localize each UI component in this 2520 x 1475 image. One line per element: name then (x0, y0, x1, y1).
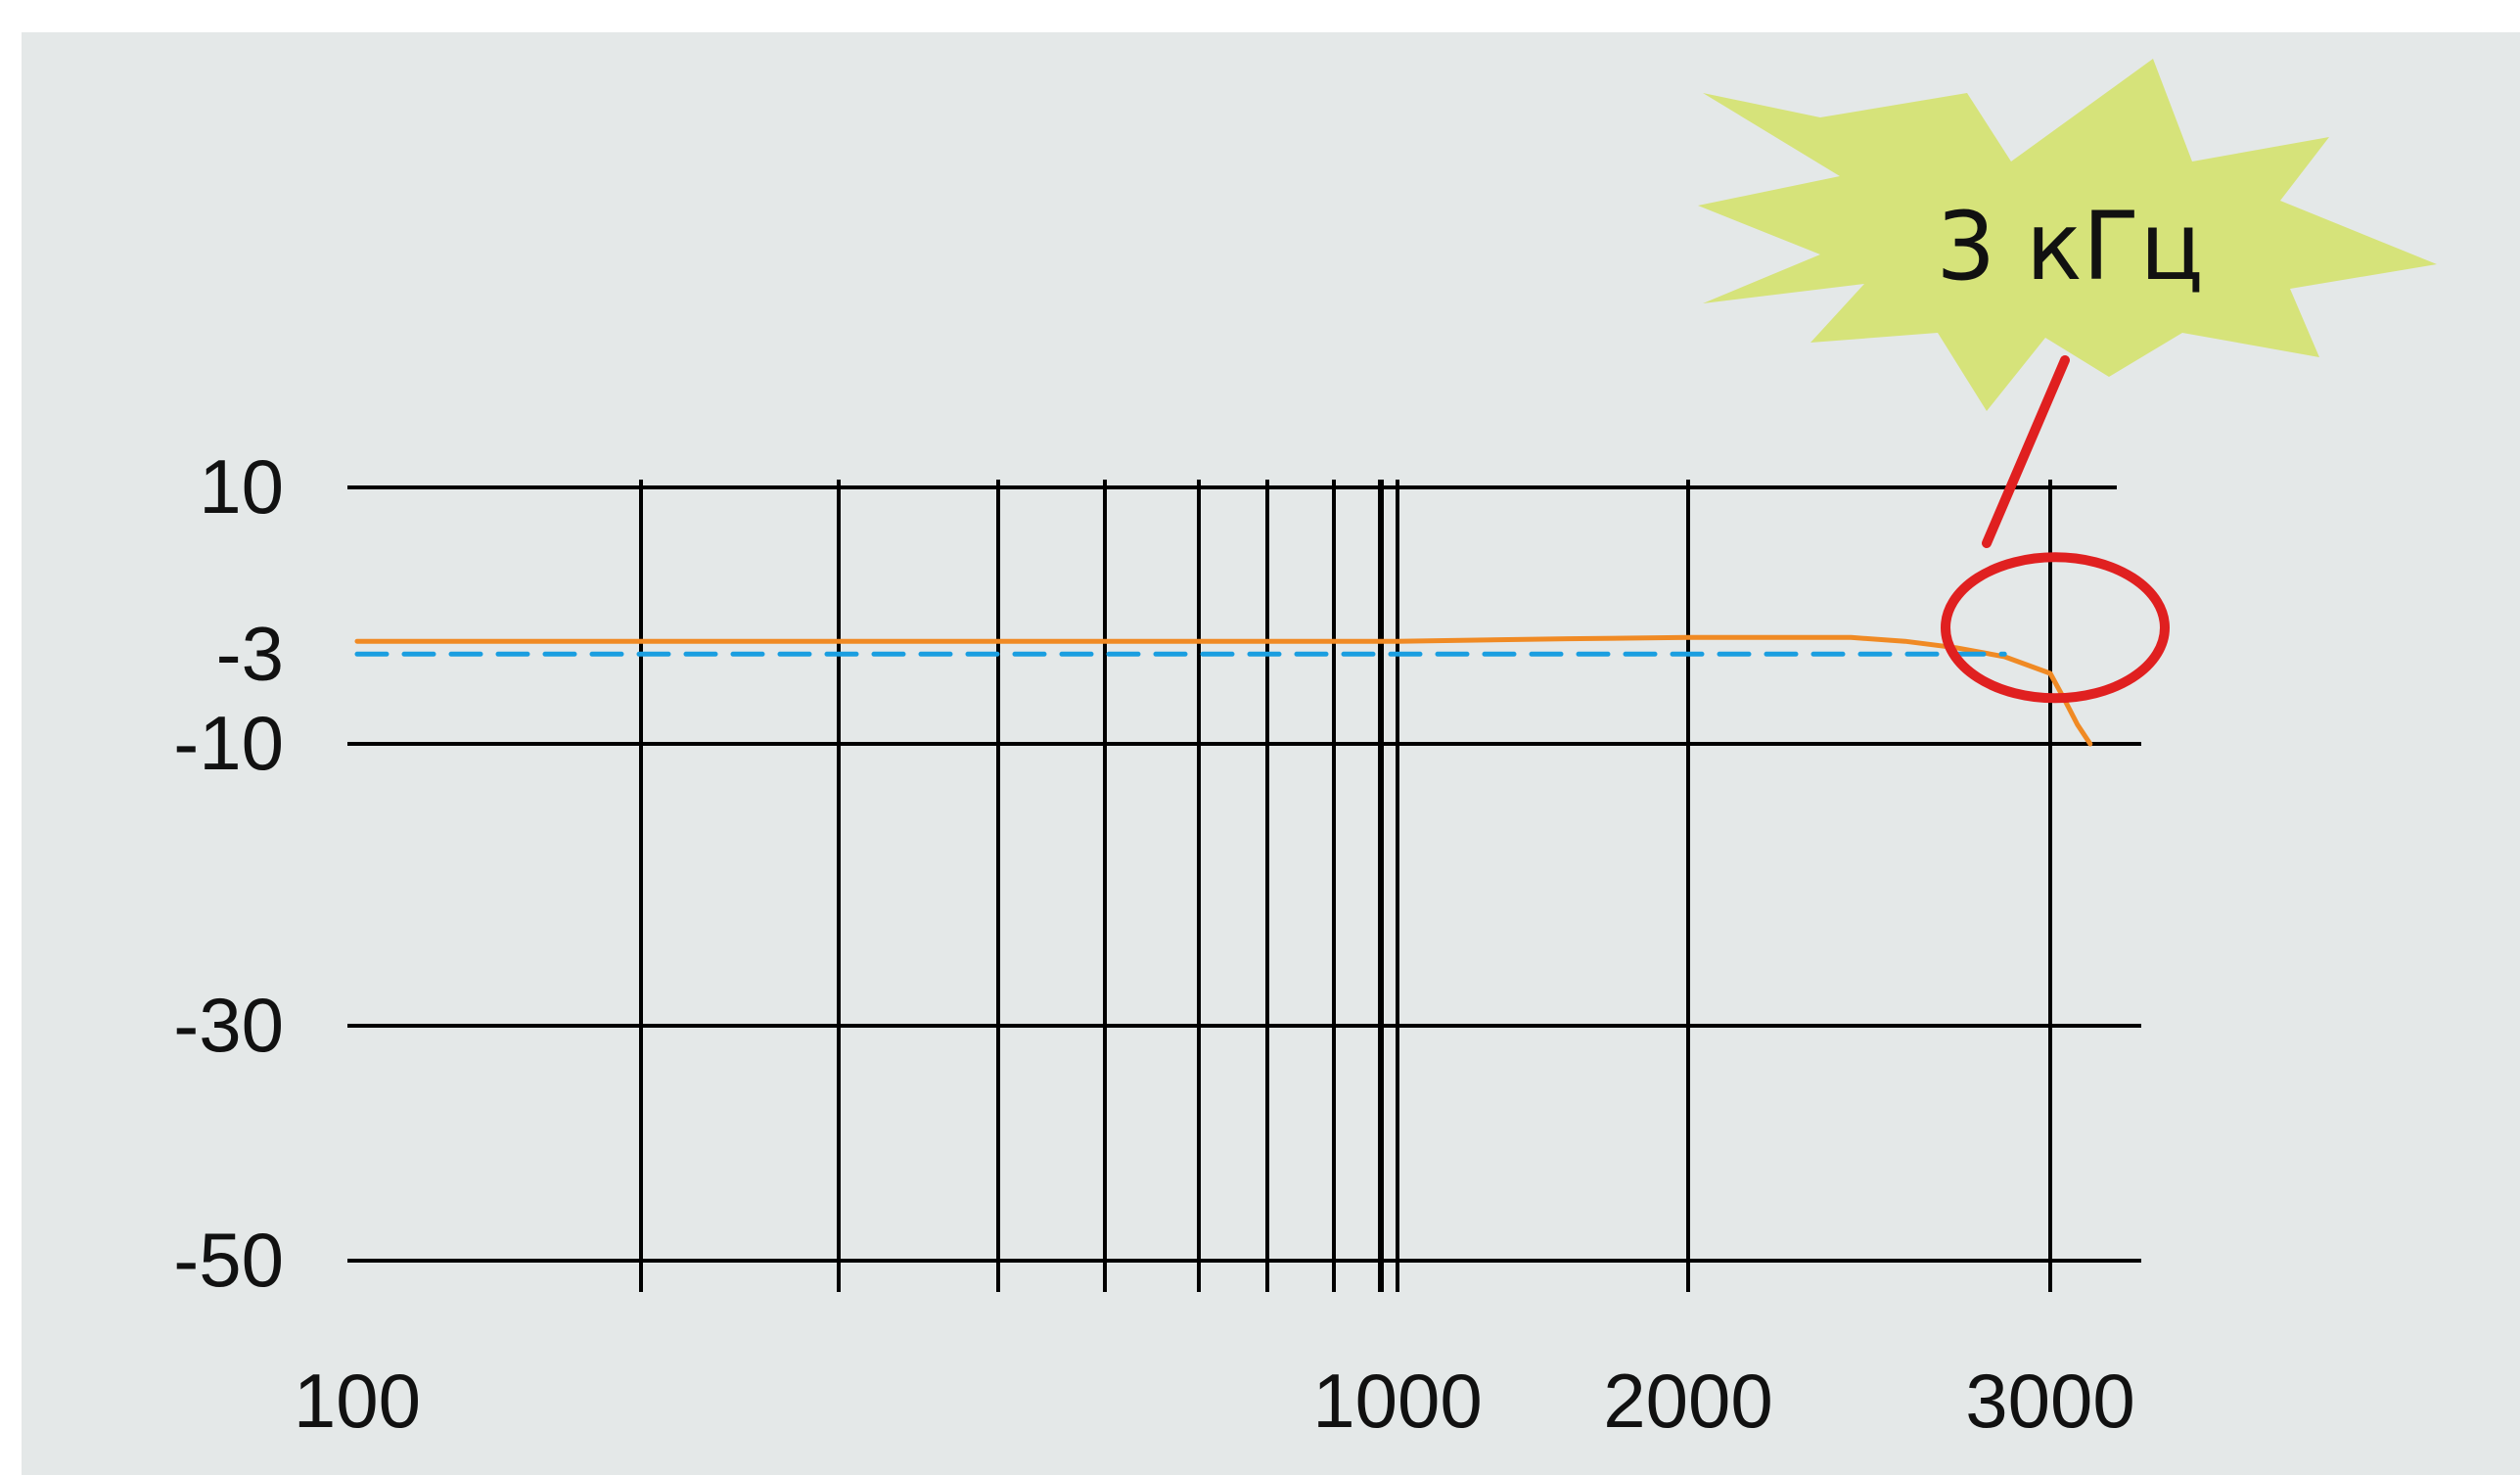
y-tick-label: -50 (173, 1217, 284, 1303)
callout-pointer-line (1982, 355, 2070, 548)
x-tick-label: 2000 (1603, 1358, 1773, 1444)
callout-annotation: 3 кГц (1698, 59, 2437, 704)
y-tick-label: -30 (173, 982, 284, 1068)
highlight-ring (1941, 552, 2170, 704)
y-tick-label: -3 (216, 610, 284, 696)
y-tick-labels: 10 -3-10 -30 -50 (173, 443, 284, 1303)
y-tick-label: 10 (199, 443, 284, 530)
horizontal-gridlines (347, 485, 2141, 1263)
y-tick-label: -10 (173, 700, 284, 786)
x-tick-labels: 100 1000 2000 3000 (294, 1358, 2135, 1444)
x-tick-label: 1000 (1312, 1358, 1483, 1444)
x-tick-label: 100 (294, 1358, 421, 1444)
starburst-callout-shape (1698, 59, 2437, 411)
annotation-label: 3 кГц (1936, 192, 2203, 301)
x-tick-label: 3000 (1965, 1358, 2135, 1444)
vertical-gridlines (639, 480, 2052, 1292)
series-layer (354, 634, 2093, 747)
